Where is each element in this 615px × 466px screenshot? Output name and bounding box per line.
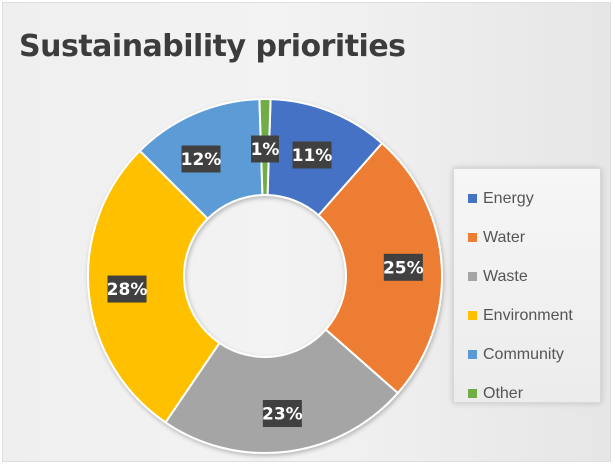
data-label-box-water bbox=[383, 253, 423, 281]
legend-swatch-water bbox=[468, 233, 477, 242]
data-label-community: 12% bbox=[181, 145, 222, 173]
legend-label-energy: Energy bbox=[483, 189, 534, 207]
data-label-waste: 23% bbox=[262, 400, 303, 428]
data-label-text-energy: 11% bbox=[292, 146, 333, 166]
legend-swatch-energy bbox=[468, 194, 477, 203]
legend-item-water[interactable]: Water bbox=[468, 218, 600, 257]
data-label-box-other bbox=[251, 135, 279, 163]
legend-swatch-waste bbox=[468, 272, 477, 281]
data-label-other: 1% bbox=[251, 135, 280, 163]
data-label-box-energy bbox=[292, 141, 332, 169]
legend-swatch-other bbox=[468, 389, 477, 398]
legend-item-community[interactable]: Community bbox=[468, 335, 600, 374]
legend-label-community: Community bbox=[483, 345, 564, 363]
data-label-text-environment: 28% bbox=[107, 280, 148, 300]
data-label-energy: 11% bbox=[292, 141, 333, 169]
legend-label-water: Water bbox=[483, 228, 526, 246]
legend-item-energy[interactable]: Energy bbox=[468, 179, 600, 218]
legend-item-waste[interactable]: Waste bbox=[468, 257, 600, 296]
chart-title: Sustainability priorities bbox=[19, 29, 406, 64]
data-label-text-community: 12% bbox=[181, 150, 222, 170]
legend-swatch-environment bbox=[468, 311, 477, 320]
legend-label-waste: Waste bbox=[483, 267, 528, 285]
legend-item-environment[interactable]: Environment bbox=[468, 296, 600, 335]
donut-slice-waste[interactable] bbox=[164, 328, 400, 454]
donut-chart: 11% 25% 23% 28% 12% 1% bbox=[87, 97, 443, 454]
data-label-text-waste: 23% bbox=[262, 405, 303, 425]
data-label-text-water: 25% bbox=[383, 258, 424, 278]
donut-slice-environment[interactable] bbox=[87, 149, 221, 424]
legend-label-environment: Environment bbox=[483, 306, 573, 324]
data-label-box-waste bbox=[262, 400, 302, 428]
data-label-water: 25% bbox=[383, 253, 424, 281]
data-label-environment: 28% bbox=[107, 275, 148, 303]
data-label-text-other: 1% bbox=[251, 140, 280, 160]
legend-label-other: Other bbox=[483, 384, 524, 402]
legend-item-other[interactable]: Other bbox=[468, 374, 600, 413]
legend: Energy Water Waste Environment Community… bbox=[453, 168, 601, 403]
data-label-box-environment bbox=[107, 275, 147, 303]
legend-swatch-community bbox=[468, 350, 477, 359]
donut-slice-water[interactable] bbox=[317, 141, 443, 395]
data-label-box-community bbox=[181, 145, 221, 173]
chart-area: Sustainability priorities 11% 25% 23% 28% 12… bbox=[2, 2, 611, 462]
